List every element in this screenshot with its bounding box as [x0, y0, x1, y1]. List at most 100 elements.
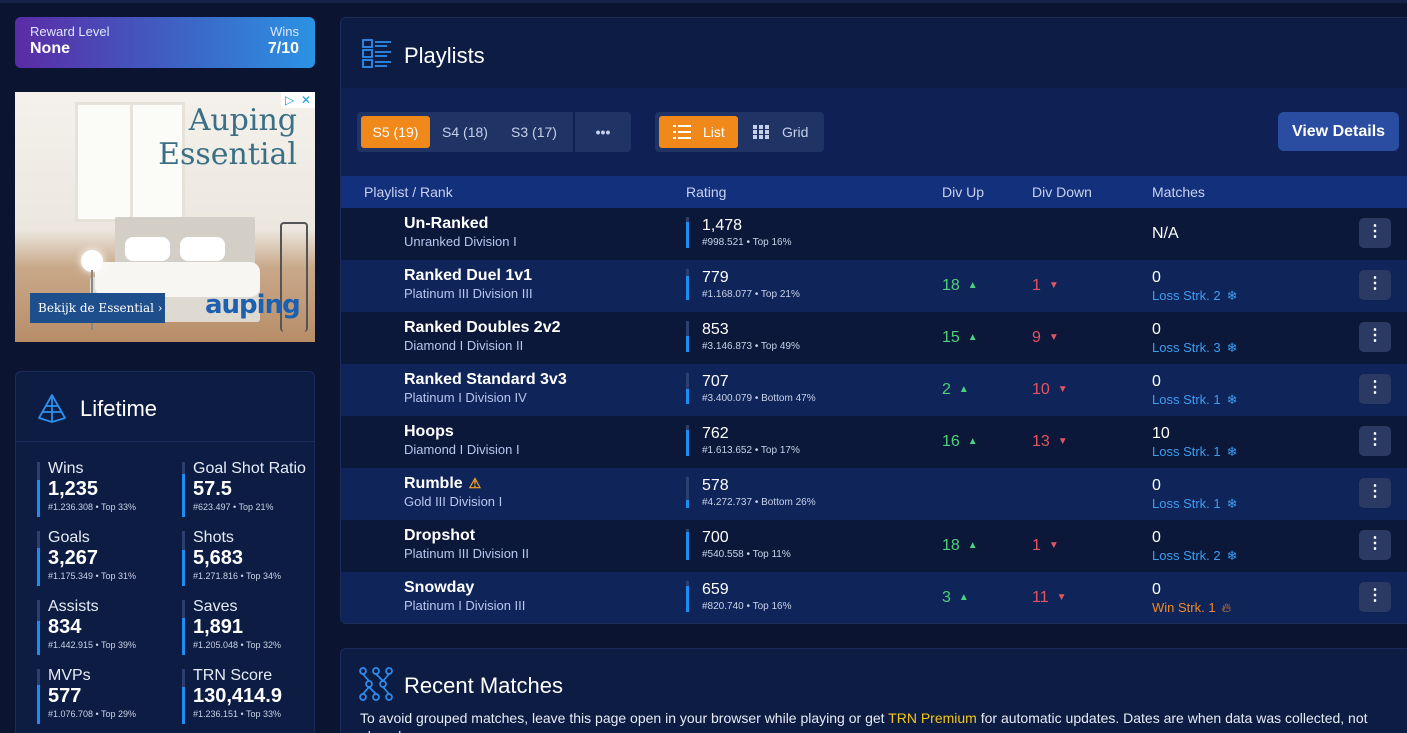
list-grid-icon — [362, 39, 391, 68]
rating-percentile-bar — [686, 425, 689, 456]
ad-image-window — [75, 102, 185, 222]
snowflake-icon: ❄ — [1226, 340, 1238, 355]
reward-level-card[interactable]: Reward Level None Wins 7/10 — [15, 17, 315, 68]
view-grid-button[interactable]: Grid — [742, 116, 820, 148]
lifetime-header: Lifetime — [16, 372, 314, 442]
rating-value: 707 — [702, 373, 729, 390]
row-more-options-button[interactable]: ⋮ — [1359, 374, 1391, 404]
ad-headline-line1: Auping — [188, 103, 297, 138]
playlist-division: Diamond I Division I — [404, 442, 520, 457]
advertisement-banner[interactable]: Auping Essential Bekijk de Essential › a… — [15, 92, 315, 342]
rating-percentile-bar — [686, 581, 689, 612]
row-more-options-button[interactable]: ⋮ — [1359, 426, 1391, 456]
matches-count: 0 — [1152, 477, 1161, 494]
playlist-name-text: Hoops — [404, 423, 454, 440]
div-up-value: 18 — [942, 537, 960, 554]
playlist-row[interactable]: Snowday Platinum I Division III 659 #820.74… — [341, 572, 1407, 623]
view-list-button[interactable]: List — [659, 116, 738, 148]
adchoices-icon[interactable]: ▷ — [285, 93, 295, 107]
playlist-name: Ranked Duel 1v1 — [404, 267, 532, 285]
row-more-options-button[interactable]: ⋮ — [1359, 582, 1391, 612]
lifetime-stat: Assists 834 #1.442.915 • Top 39% — [37, 598, 167, 658]
warning-icon[interactable]: ⚠ — [468, 475, 482, 491]
view-grid-label: Grid — [782, 124, 809, 140]
rating-value: 779 — [702, 269, 729, 286]
playlist-row[interactable]: Ranked Duel 1v1 Platinum III Division III… — [341, 260, 1407, 312]
vertical-dots-icon: ⋮ — [1367, 483, 1383, 500]
row-more-options-button[interactable]: ⋮ — [1359, 218, 1391, 248]
playlist-division: Platinum III Division II — [404, 546, 529, 561]
matches-count: N/A — [1152, 225, 1179, 242]
playlist-row[interactable]: Rumble ⚠ Gold III Division I 578 #4.272.737 … — [341, 468, 1407, 520]
stat-name: TRN Score — [193, 667, 273, 684]
row-more-options-button[interactable]: ⋮ — [1359, 270, 1391, 300]
stat-percentile-fill — [37, 548, 40, 586]
stat-name: Goals — [48, 529, 90, 546]
streak-badge: Loss Strk. 2 ❄ — [1152, 288, 1238, 304]
streak-badge: Loss Strk. 1 ❄ — [1152, 392, 1238, 408]
playlist-division: Platinum I Division III — [404, 598, 526, 613]
ad-headline: Auping Essential — [158, 104, 297, 172]
rating-value: 853 — [702, 321, 729, 338]
playlists-panel: Playlists S5 (19) S4 (18) S3 (17) ••• Li… — [340, 17, 1407, 624]
rating-percentile-fill — [686, 500, 689, 508]
rating-percentile-fill — [686, 336, 689, 352]
rating-rank: #820.740 • Top 16% — [702, 601, 792, 612]
div-up-value: 18 — [942, 277, 960, 294]
row-more-options-button[interactable]: ⋮ — [1359, 530, 1391, 560]
lifetime-stat: MVPs 577 #1.076.708 • Top 29% — [37, 667, 167, 727]
snowflake-icon: ❄ — [1226, 496, 1238, 511]
stat-percentile-bar — [182, 462, 185, 517]
ad-cta-button[interactable]: Bekijk de Essential › — [30, 293, 165, 323]
playlist-row[interactable]: Dropshot Platinum III Division II 700 #540.… — [341, 520, 1407, 572]
playlist-name-text: Snowday — [404, 579, 475, 596]
stat-name: Shots — [193, 529, 234, 546]
playlist-row[interactable]: Hoops Diamond I Division I 762 #1.613.652 •… — [341, 416, 1407, 468]
season-tab-s3[interactable]: S3 (17) — [511, 124, 557, 140]
div-down-value: 10 — [1032, 381, 1050, 398]
matches-count: 0 — [1152, 269, 1161, 286]
streak-text: Win Strk. 1 — [1152, 600, 1216, 615]
stat-rank: #623.497 • Top 21% — [193, 502, 274, 512]
arrow-down-icon: ▼ — [1057, 436, 1068, 447]
adchoices-badge[interactable]: ▷ ✕ — [281, 92, 315, 108]
ad-image-pillow — [180, 237, 225, 261]
ad-headline-line2: Essential — [158, 137, 297, 172]
note-text-before: To avoid grouped matches, leave this pag… — [360, 710, 889, 726]
season-tab-s4[interactable]: S4 (18) — [442, 124, 488, 140]
div-down: 1 ▼ — [1032, 537, 1059, 555]
lifetime-panel: Lifetime Wins 1,235 #1.236.308 • Top 33% Go… — [15, 371, 315, 733]
rating-rank: #4.272.737 • Bottom 26% — [702, 497, 816, 508]
playlist-row[interactable]: Un-Ranked Unranked Division I 1,478 #998.52… — [341, 208, 1407, 260]
playlist-name: Hoops — [404, 423, 454, 441]
streak-badge: Loss Strk. 1 ❄ — [1152, 496, 1238, 512]
view-mode-toggle: List Grid — [655, 112, 824, 152]
recent-matches-panel: Recent Matches To avoid grouped matches,… — [340, 648, 1407, 733]
rating-percentile-bar — [686, 269, 689, 300]
playlist-row[interactable]: Ranked Doubles 2v2 Diamond I Division II 8… — [341, 312, 1407, 364]
playlists-table-header: Playlist / Rank Rating Div Up Div Down M… — [341, 176, 1407, 208]
rating-percentile-bar — [686, 217, 689, 248]
trn-premium-link[interactable]: TRN Premium — [888, 710, 977, 726]
matches-count: 0 — [1152, 529, 1161, 546]
season-tab-s5[interactable]: S5 (19) — [361, 116, 430, 148]
close-icon[interactable]: ✕ — [301, 93, 312, 107]
rating-rank: #540.558 • Top 11% — [702, 549, 791, 560]
reward-level-label: Reward Level — [30, 24, 110, 39]
div-down: 11 ▼ — [1032, 589, 1067, 607]
div-up-value: 16 — [942, 433, 960, 450]
stat-percentile-bar — [37, 669, 40, 724]
div-down-value: 1 — [1032, 537, 1041, 554]
list-icon — [673, 125, 691, 139]
div-up-value: 2 — [942, 381, 951, 398]
view-details-button[interactable]: View Details — [1278, 112, 1399, 151]
lifetime-title: Lifetime — [80, 396, 158, 421]
row-more-options-button[interactable]: ⋮ — [1359, 322, 1391, 352]
playlist-row[interactable]: Ranked Standard 3v3 Platinum I Division I… — [341, 364, 1407, 416]
column-header-div-down: Div Down — [1032, 184, 1092, 200]
more-seasons-button[interactable]: ••• — [595, 124, 611, 140]
row-more-options-button[interactable]: ⋮ — [1359, 478, 1391, 508]
lifetime-stat: Shots 5,683 #1.271.816 • Top 34% — [182, 529, 312, 589]
playlist-division: Unranked Division I — [404, 234, 517, 249]
rating-percentile-fill — [686, 222, 689, 248]
